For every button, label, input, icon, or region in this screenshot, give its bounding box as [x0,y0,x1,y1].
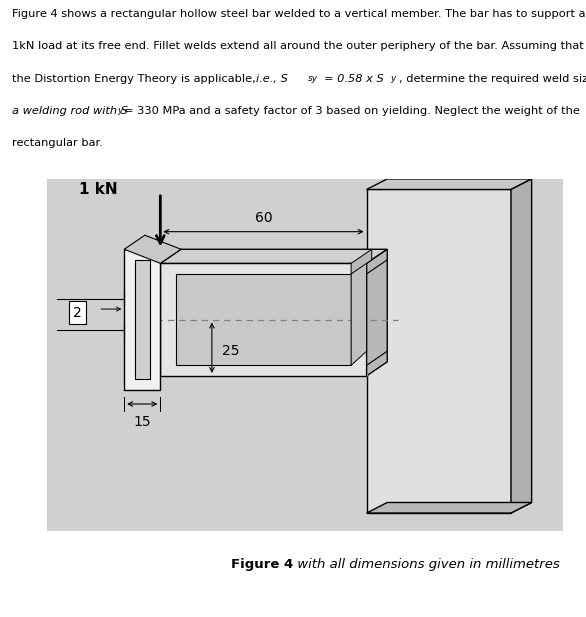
Text: the Distortion Energy Theory is applicable,: the Distortion Energy Theory is applicab… [12,73,259,83]
Text: sy: sy [308,73,318,83]
Polygon shape [351,260,367,365]
Text: rectangular bar.: rectangular bar. [12,138,103,147]
Text: a welding rod with S: a welding rod with S [12,106,128,115]
Polygon shape [161,263,367,376]
Text: 15: 15 [134,415,151,429]
Text: 25: 25 [222,344,240,358]
Polygon shape [367,179,532,189]
Text: = 330 MPa and a safety factor of 3 based on yielding. Neglect the weight of the: = 330 MPa and a safety factor of 3 based… [124,106,580,115]
Polygon shape [511,179,532,513]
Text: = 0.58 x S: = 0.58 x S [324,73,384,83]
Text: 1 kN: 1 kN [79,182,118,197]
Text: 60: 60 [255,210,272,225]
Polygon shape [124,235,181,263]
Text: Figure 4: Figure 4 [231,558,293,571]
Polygon shape [135,260,150,379]
Text: y: y [117,106,122,115]
Polygon shape [161,249,387,263]
Text: y: y [390,73,396,83]
Polygon shape [367,189,511,513]
Polygon shape [367,249,387,376]
Polygon shape [124,249,161,390]
Text: , determine the required weld size using: , determine the required weld size using [398,73,586,83]
Polygon shape [176,274,351,365]
Text: Figure 4 shows a rectangular hollow steel bar welded to a vertical member. The b: Figure 4 shows a rectangular hollow stee… [12,9,585,19]
Text: 1kN load at its free end. Fillet welds extend all around the outer periphery of : 1kN load at its free end. Fillet welds e… [12,41,584,51]
Text: with all dimensions given in millimetres: with all dimensions given in millimetres [293,558,560,571]
Text: 2: 2 [73,305,82,320]
Polygon shape [367,502,532,513]
Polygon shape [351,249,372,274]
Text: i.e., S: i.e., S [257,73,288,83]
